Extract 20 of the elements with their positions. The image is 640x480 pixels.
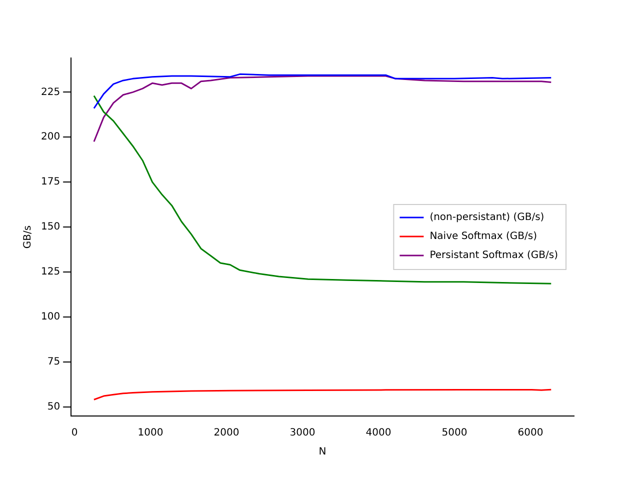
y-tick-label: 150 bbox=[40, 222, 60, 233]
x-tick-label: 2000 bbox=[214, 428, 240, 439]
y-tick-label: 75 bbox=[47, 356, 60, 368]
x-tick-label: 6000 bbox=[518, 428, 544, 439]
x-tick-label: 5000 bbox=[442, 428, 468, 439]
x-tick-label: 3000 bbox=[290, 428, 316, 439]
y-tick-label: 175 bbox=[40, 176, 60, 188]
y-tick-label: 125 bbox=[40, 266, 60, 278]
y-axis-title: GB/s bbox=[22, 225, 34, 249]
y-tick-label: 100 bbox=[40, 312, 60, 323]
x-axis-title: N bbox=[318, 446, 326, 458]
legend-label: Naive Softmax (GB/s) bbox=[430, 231, 538, 242]
x-tick-label: 4000 bbox=[366, 428, 392, 439]
y-tick-label: 50 bbox=[47, 401, 60, 412]
legend-label: Persistant Softmax (GB/s) bbox=[430, 250, 558, 262]
x-tick-label: 0 bbox=[71, 428, 78, 439]
x-tick-label: 1000 bbox=[138, 428, 164, 439]
legend-label: (non-persistant) (GB/s) bbox=[430, 212, 544, 224]
y-tick-label: 225 bbox=[40, 86, 60, 98]
y-tick-label: 200 bbox=[40, 132, 60, 143]
